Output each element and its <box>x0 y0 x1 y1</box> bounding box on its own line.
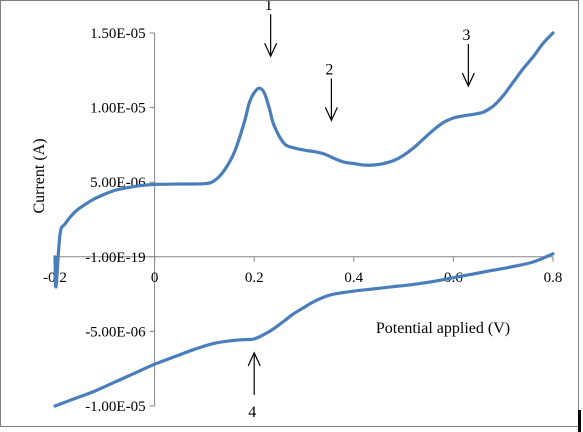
annotation-3: 3 <box>461 27 475 88</box>
annotations: 1 2 3 4 <box>247 1 475 421</box>
axes <box>55 33 553 406</box>
annotation-4: 4 <box>247 351 261 421</box>
y-tick-label: -1.00E-05 <box>85 399 145 415</box>
annotation-arrowhead <box>247 351 261 367</box>
series-line-1 <box>53 31 555 289</box>
annotation-arrowhead <box>461 72 475 88</box>
y-axis-title: Current (A) <box>31 138 48 213</box>
annotation-2: 2 <box>324 61 338 122</box>
x-tick-label: 0.4 <box>344 270 363 286</box>
annotation-1: 1 <box>264 1 278 58</box>
ticks: 1.50E-051.00E-055.00E-06-1.00E-19-5.00E-… <box>43 26 562 415</box>
annotation-label: 2 <box>325 61 333 78</box>
y-tick-label: -1.00E-19 <box>85 250 145 266</box>
x-tick-label: 0.2 <box>245 270 264 286</box>
annotation-label: 3 <box>462 27 470 44</box>
annotation-label: 4 <box>248 404 256 421</box>
series <box>53 31 555 408</box>
annotation-label: 1 <box>265 1 273 14</box>
x-tick-label: 0 <box>151 270 159 286</box>
y-tick-label: -5.00E-06 <box>85 324 146 340</box>
annotation-arrowhead <box>324 107 338 122</box>
series-line-2 <box>53 252 555 408</box>
x-tick-label: 0.8 <box>544 270 563 286</box>
frame-edge-mark <box>578 410 581 432</box>
annotation-arrowhead <box>264 42 278 58</box>
x-axis-title: Potential applied (V) <box>376 320 510 337</box>
y-tick-label: 1.00E-05 <box>90 101 145 117</box>
y-tick-label: 1.50E-05 <box>90 26 145 42</box>
